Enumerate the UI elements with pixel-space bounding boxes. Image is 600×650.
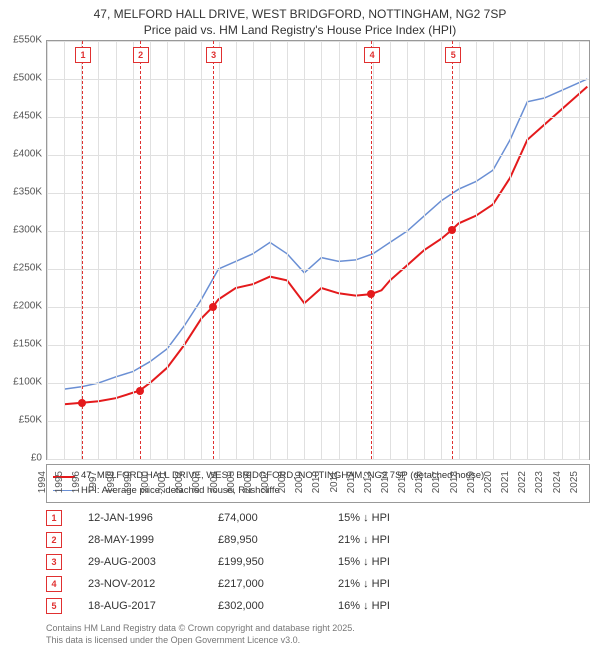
sales-row-pct: 21% ↓ HPI: [338, 578, 458, 590]
x-tick-label: 2001: [157, 471, 175, 499]
sales-row-date: 29-AUG-2003: [88, 556, 218, 568]
y-tick-label: £0: [2, 453, 42, 464]
x-tick-label: 2025: [569, 471, 587, 499]
y-tick-label: £150K: [2, 339, 42, 350]
x-tick-label: 1998: [106, 471, 124, 499]
x-tick-label: 2021: [500, 471, 518, 499]
footer-line2: This data is licensed under the Open Gov…: [46, 635, 590, 647]
sale-marker-dot: [367, 290, 375, 298]
sales-row-price: £302,000: [218, 600, 338, 612]
x-tick-label: 1999: [123, 471, 141, 499]
sales-row-pct: 15% ↓ HPI: [338, 556, 458, 568]
x-tick-label: 2011: [329, 471, 347, 499]
x-tick-label: 2008: [277, 471, 295, 499]
sales-row: 4 23-NOV-2012£217,00021% ↓ HPI: [46, 573, 590, 595]
x-tick-label: 1997: [88, 471, 106, 499]
x-tick-label: 2003: [191, 471, 209, 499]
sales-row-pct: 15% ↓ HPI: [338, 512, 458, 524]
plot-svg: [47, 41, 589, 459]
x-tick-label: 2012: [346, 471, 364, 499]
sales-row-price: £89,950: [218, 534, 338, 546]
x-tick-label: 2009: [294, 471, 312, 499]
x-tick-label: 2006: [243, 471, 261, 499]
x-tick-label: 2023: [534, 471, 552, 499]
x-tick-label: 2013: [363, 471, 381, 499]
y-tick-label: £250K: [2, 263, 42, 274]
y-tick-label: £350K: [2, 187, 42, 198]
x-tick-label: 2007: [260, 471, 278, 499]
x-tick-label: 2002: [174, 471, 192, 499]
x-tick-label: 2022: [517, 471, 535, 499]
y-tick-label: £550K: [2, 35, 42, 46]
chart-title: 47, MELFORD HALL DRIVE, WEST BRIDGFORD, …: [0, 0, 600, 40]
sales-row-pct: 16% ↓ HPI: [338, 600, 458, 612]
x-tick-label: 1994: [37, 471, 55, 499]
x-tick-label: 2020: [483, 471, 501, 499]
y-tick-label: £50K: [2, 415, 42, 426]
x-tick-label: 2004: [209, 471, 227, 499]
x-tick-label: 1995: [54, 471, 72, 499]
sale-marker-badge: 2: [133, 47, 149, 63]
sales-row: 3 29-AUG-2003£199,95015% ↓ HPI: [46, 551, 590, 573]
x-tick-label: 2000: [140, 471, 158, 499]
x-tick-label: 2018: [449, 471, 467, 499]
sales-row-price: £199,950: [218, 556, 338, 568]
x-tick-label: 2015: [397, 471, 415, 499]
title-line1: 47, MELFORD HALL DRIVE, WEST BRIDGFORD, …: [10, 6, 590, 22]
sales-row-badge: 2: [46, 532, 62, 548]
footer-attribution: Contains HM Land Registry data © Crown c…: [46, 623, 590, 646]
x-tick-label: 2010: [311, 471, 329, 499]
sale-marker-line: [140, 41, 141, 459]
x-tick-label: 2024: [552, 471, 570, 499]
footer-line1: Contains HM Land Registry data © Crown c…: [46, 623, 590, 635]
sales-row-date: 23-NOV-2012: [88, 578, 218, 590]
sales-row: 1 12-JAN-1996£74,00015% ↓ HPI: [46, 507, 590, 529]
sale-marker-dot: [448, 226, 456, 234]
y-tick-label: £450K: [2, 111, 42, 122]
y-tick-label: £300K: [2, 225, 42, 236]
sales-row-badge: 1: [46, 510, 62, 526]
sale-marker-line: [82, 41, 83, 459]
x-tick-label: 1996: [71, 471, 89, 499]
sales-row-badge: 3: [46, 554, 62, 570]
sales-row-badge: 4: [46, 576, 62, 592]
x-tick-label: 2016: [414, 471, 432, 499]
sale-marker-dot: [209, 303, 217, 311]
sale-marker-dot: [136, 387, 144, 395]
sales-row-date: 12-JAN-1996: [88, 512, 218, 524]
sale-marker-line: [213, 41, 214, 459]
x-tick-label: 2014: [380, 471, 398, 499]
sales-row: 2 28-MAY-1999£89,95021% ↓ HPI: [46, 529, 590, 551]
series-property: [64, 87, 587, 405]
series-hpi: [64, 79, 587, 389]
x-tick-label: 2017: [431, 471, 449, 499]
sales-table: 112-JAN-1996£74,00015% ↓ HPI228-MAY-1999…: [46, 507, 590, 617]
sales-row-price: £217,000: [218, 578, 338, 590]
y-tick-label: £400K: [2, 149, 42, 160]
sales-row-price: £74,000: [218, 512, 338, 524]
sale-marker-badge: 1: [75, 47, 91, 63]
sales-row-pct: 21% ↓ HPI: [338, 534, 458, 546]
sale-marker-badge: 3: [206, 47, 222, 63]
sale-marker-badge: 5: [445, 47, 461, 63]
x-tick-label: 2019: [466, 471, 484, 499]
sales-row-date: 18-AUG-2017: [88, 600, 218, 612]
sale-marker-line: [452, 41, 453, 459]
sale-marker-line: [371, 41, 372, 459]
sale-marker-dot: [78, 399, 86, 407]
y-tick-label: £500K: [2, 73, 42, 84]
x-tick-label: 2005: [226, 471, 244, 499]
sales-row-date: 28-MAY-1999: [88, 534, 218, 546]
sales-row-badge: 5: [46, 598, 62, 614]
sale-marker-badge: 4: [364, 47, 380, 63]
title-line2: Price paid vs. HM Land Registry's House …: [10, 22, 590, 38]
sales-row: 5 18-AUG-2017£302,00016% ↓ HPI: [46, 595, 590, 617]
y-tick-label: £100K: [2, 377, 42, 388]
line-chart: 1 2 3 4 5: [46, 40, 590, 460]
y-tick-label: £200K: [2, 301, 42, 312]
